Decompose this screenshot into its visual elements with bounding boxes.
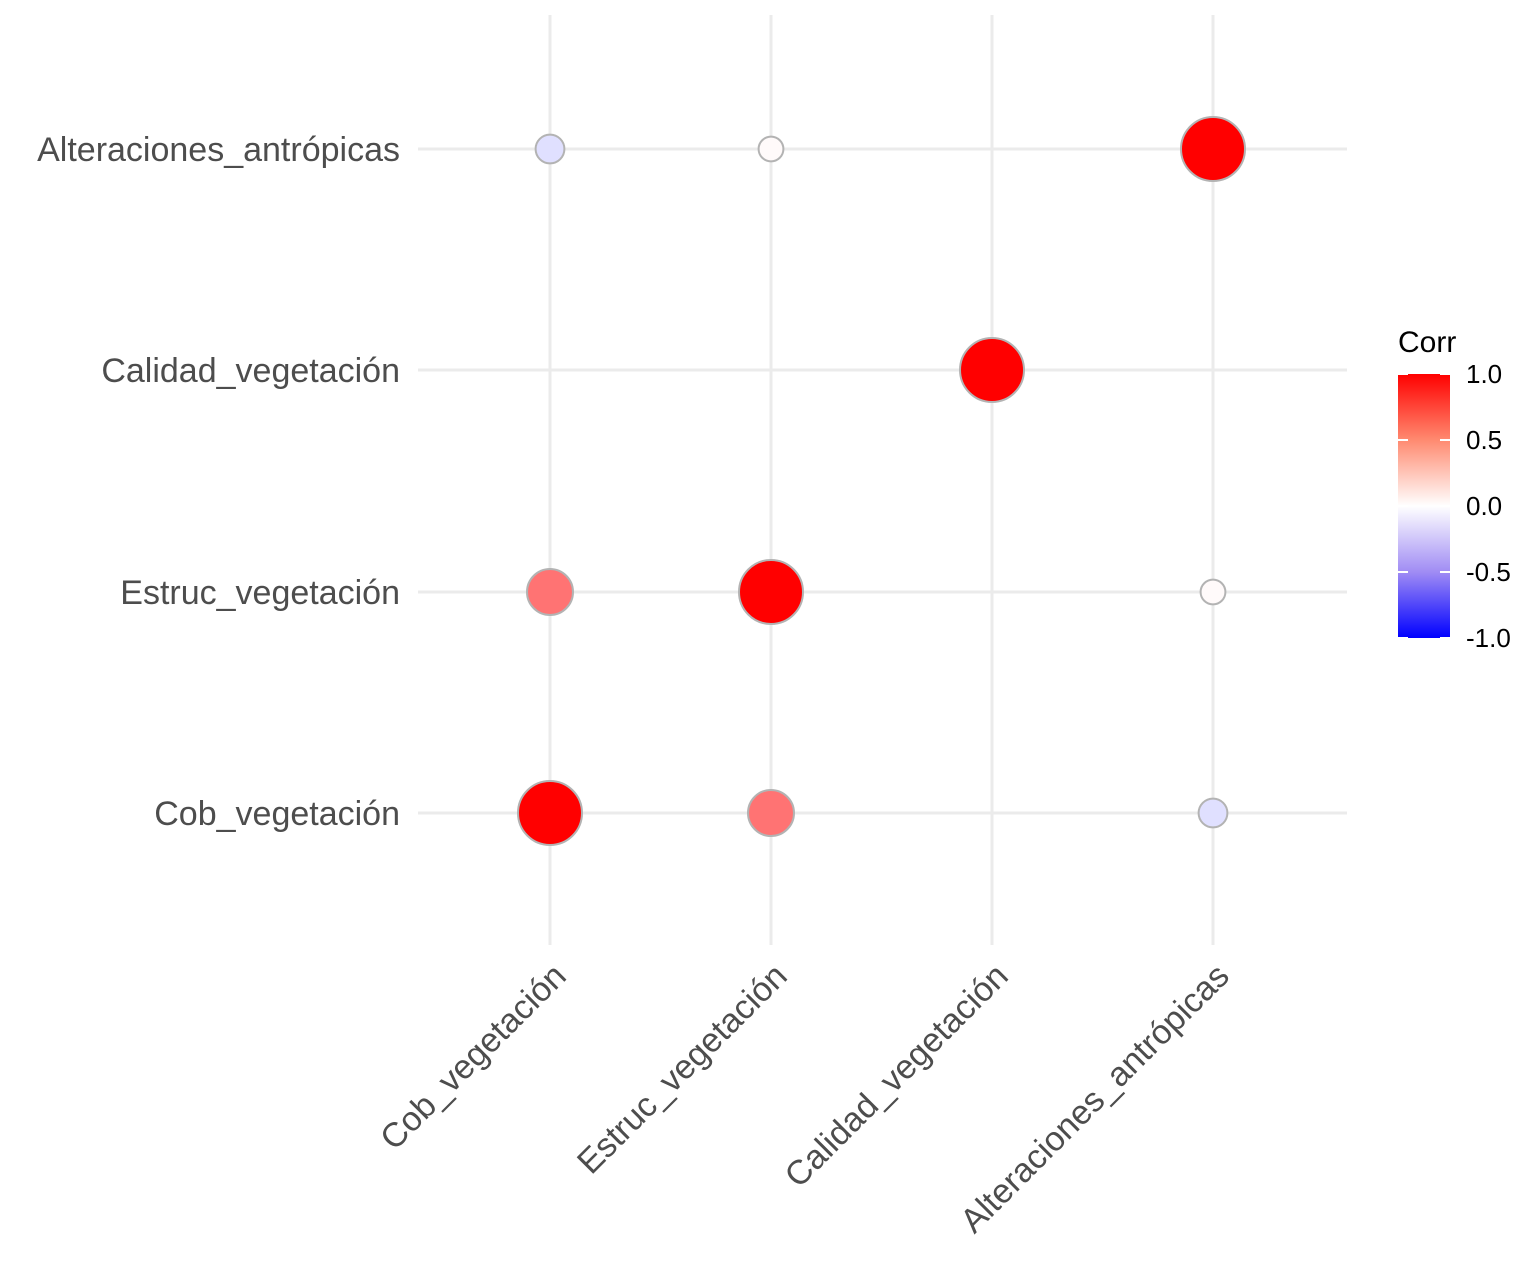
legend-tick-label-5: -1.0	[1466, 623, 1511, 653]
data-point-10	[1180, 116, 1246, 182]
legend-tick-label-2: 0.5	[1466, 425, 1502, 455]
data-point-1	[517, 780, 583, 846]
data-point-7	[959, 337, 1025, 403]
legend-tick-label-4: -0.5	[1466, 557, 1511, 587]
data-point-2	[747, 789, 795, 837]
y-axis-tick-labels: Cob_vegetación Estruc_vegetación Calidad_v…	[37, 131, 400, 833]
data-point-8	[534, 133, 566, 165]
data-point-4	[526, 568, 574, 616]
data-point-3	[1197, 797, 1229, 829]
y-tick-label-4: Alteraciones_antrópicas	[37, 131, 400, 169]
y-tick-label-3: Calidad_vegetación	[101, 352, 400, 390]
data-point-6	[1199, 578, 1227, 606]
x-axis-tick-labels: Cob_vegetaciónEstruc_vegetaciónCalidad_v…	[373, 957, 1237, 1240]
x-tick-label-2: Estruc_vegetación	[570, 957, 795, 1182]
x-tick-label-3: Calidad_vegetación	[778, 957, 1016, 1195]
legend-title: Corr	[1398, 326, 1456, 359]
legend: Corr 1.0 0.5 0.0 -0.5 -1.0	[1398, 326, 1511, 653]
data-point-9	[757, 135, 785, 163]
legend-tick-label-3: 0.0	[1466, 491, 1502, 521]
y-tick-label-1: Cob_vegetación	[154, 795, 400, 833]
legend-tick-label-1: 1.0	[1466, 359, 1502, 389]
data-points	[517, 116, 1246, 846]
data-point-5	[738, 559, 804, 625]
x-tick-label-1: Cob_vegetación	[373, 957, 574, 1158]
y-tick-label-2: Estruc_vegetación	[120, 574, 400, 612]
